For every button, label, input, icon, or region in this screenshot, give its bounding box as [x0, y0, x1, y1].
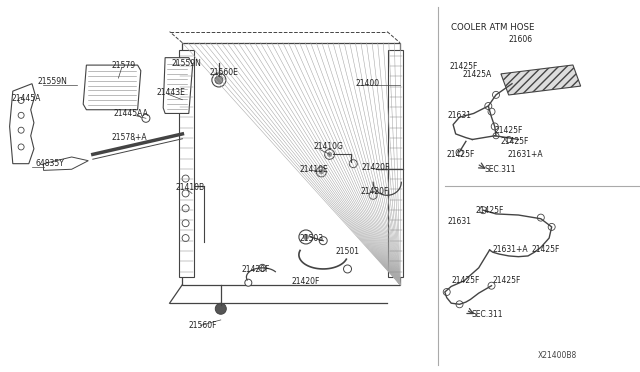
Text: 21410G: 21410G [314, 142, 344, 151]
Text: 21425A: 21425A [463, 70, 492, 79]
Text: 21410E: 21410E [300, 165, 328, 174]
Circle shape [349, 160, 357, 168]
Circle shape [303, 234, 309, 240]
Circle shape [182, 205, 189, 212]
Circle shape [485, 103, 492, 109]
Circle shape [18, 112, 24, 118]
Text: 21606: 21606 [509, 35, 533, 44]
Text: 21425F: 21425F [494, 126, 522, 135]
Text: 21425F: 21425F [452, 276, 480, 285]
Circle shape [324, 150, 335, 159]
Text: 21579: 21579 [112, 61, 136, 70]
Text: 21410B: 21410B [176, 183, 205, 192]
Text: SEC.311: SEC.311 [472, 310, 503, 319]
Polygon shape [163, 58, 193, 113]
Circle shape [18, 97, 24, 103]
Circle shape [182, 190, 189, 197]
Circle shape [245, 279, 252, 286]
Circle shape [215, 303, 227, 314]
Text: 21631+A: 21631+A [508, 150, 543, 159]
Text: 21445A: 21445A [12, 94, 41, 103]
Circle shape [344, 265, 351, 273]
Circle shape [456, 301, 463, 308]
Circle shape [182, 235, 189, 241]
Circle shape [182, 220, 189, 227]
Text: 21420F: 21420F [360, 187, 388, 196]
Circle shape [456, 149, 463, 156]
Polygon shape [83, 65, 141, 110]
Text: 21425F: 21425F [492, 276, 520, 285]
Text: 21420F: 21420F [362, 163, 390, 172]
Circle shape [493, 133, 499, 139]
Circle shape [488, 108, 495, 115]
Text: 21425F: 21425F [476, 206, 504, 215]
Circle shape [327, 152, 332, 157]
Text: SEC.311: SEC.311 [484, 165, 516, 174]
Circle shape [182, 175, 189, 182]
Circle shape [548, 224, 555, 230]
Polygon shape [44, 157, 88, 170]
Circle shape [299, 230, 313, 244]
Circle shape [18, 127, 24, 133]
Circle shape [319, 169, 324, 174]
Text: COOLER ATM HOSE: COOLER ATM HOSE [451, 23, 534, 32]
Polygon shape [10, 84, 35, 164]
Circle shape [488, 282, 495, 289]
Circle shape [18, 144, 24, 150]
Circle shape [215, 76, 223, 84]
Text: 21425F: 21425F [446, 150, 474, 159]
Text: 21400: 21400 [355, 79, 380, 88]
Circle shape [538, 214, 544, 221]
Circle shape [319, 237, 327, 245]
Text: 21560F: 21560F [189, 321, 218, 330]
Text: 21425F: 21425F [500, 137, 529, 146]
Polygon shape [388, 50, 403, 277]
Text: 21425F: 21425F [450, 62, 478, 71]
Circle shape [177, 94, 188, 103]
Circle shape [369, 191, 377, 199]
Text: 21631+A: 21631+A [492, 245, 528, 254]
Circle shape [316, 167, 326, 177]
Circle shape [212, 73, 226, 87]
Text: 21631: 21631 [447, 111, 471, 120]
Text: 21559N: 21559N [37, 77, 67, 86]
Text: X21400B8: X21400B8 [538, 351, 577, 360]
Text: 21559N: 21559N [172, 59, 202, 68]
Text: 21425F: 21425F [532, 245, 560, 254]
Circle shape [480, 207, 486, 214]
Circle shape [492, 123, 498, 130]
Text: 21560E: 21560E [210, 68, 239, 77]
Polygon shape [179, 50, 194, 277]
Polygon shape [501, 65, 580, 95]
Text: 21503: 21503 [300, 234, 324, 243]
Circle shape [142, 114, 150, 122]
Text: 64835Y: 64835Y [35, 159, 64, 168]
Text: 21501: 21501 [336, 247, 360, 256]
Circle shape [506, 137, 512, 142]
Circle shape [493, 92, 499, 98]
Circle shape [444, 289, 450, 295]
Text: 21420F: 21420F [292, 278, 320, 286]
Text: 21420F: 21420F [242, 265, 270, 274]
Circle shape [259, 264, 266, 271]
Text: 21631: 21631 [447, 217, 471, 226]
Text: 21443E: 21443E [157, 88, 186, 97]
Text: 21445AA: 21445AA [114, 109, 148, 118]
Text: 21578+A: 21578+A [112, 133, 148, 142]
